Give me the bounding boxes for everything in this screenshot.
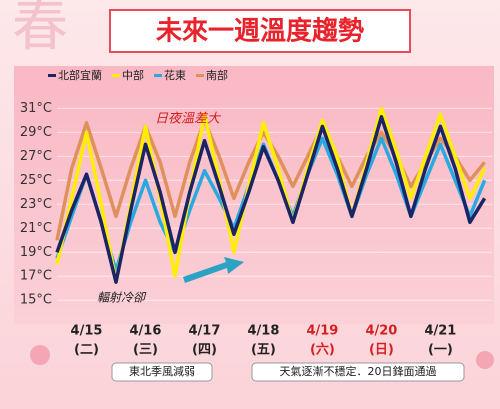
x-tick-label: 4/15 [71, 324, 103, 339]
x-tick-label: 4/20 [365, 324, 397, 339]
y-tick-label: 27°C [20, 149, 52, 164]
legend-label: 南部 [206, 68, 228, 82]
legend-label: 北部宜蘭 [58, 68, 102, 82]
series-line [55, 115, 487, 284]
x-tick-label: 4/18 [247, 324, 279, 339]
chart-title: 未來一週溫度趨勢 [156, 16, 364, 47]
legend-label: 花東 [164, 69, 186, 82]
note: 天氣逐漸不穩定．20日鋒面通過 [280, 364, 437, 378]
note: 東北季風減弱 [129, 364, 195, 378]
x-tick-label: 4/17 [189, 324, 221, 339]
x-tick-label: 4/19 [306, 324, 338, 339]
x-tick-sublabel: (六) [310, 342, 335, 358]
x-tick-sublabel: (三) [133, 343, 158, 358]
trend-arrow [183, 257, 244, 283]
y-tick-label: 23°C [20, 197, 52, 212]
annotation: 日夜溫差大 [155, 112, 222, 127]
x-tick-sublabel: (二) [74, 343, 99, 358]
x-tick-sublabel: (日) [369, 343, 394, 358]
legend-swatch [154, 74, 162, 77]
decoration [476, 351, 494, 369]
x-tick-sublabel: (五) [251, 343, 276, 358]
background-char: 春 [12, 0, 68, 59]
title-box [109, 9, 411, 53]
x-tick-label: 4/21 [424, 324, 456, 339]
plot-area [14, 66, 494, 324]
y-tick-label: 15°C [20, 293, 52, 308]
y-tick-label: 25°C [20, 173, 52, 188]
x-tick-sublabel: (一) [428, 343, 453, 358]
y-tick-label: 21°C [20, 221, 52, 236]
y-tick-label: 31°C [20, 101, 52, 116]
y-tick-label: 19°C [20, 245, 52, 260]
x-tick-label: 4/16 [130, 324, 162, 339]
legend-swatch [112, 74, 120, 77]
note-box [111, 362, 213, 382]
annotation: 輻射冷卻 [97, 291, 147, 305]
legend-label: 中部 [122, 68, 144, 82]
legend-swatch [196, 74, 204, 77]
legend-swatch [48, 74, 56, 77]
y-tick-label: 29°C [20, 125, 52, 140]
x-tick-sublabel: (四) [192, 343, 217, 358]
decoration [30, 345, 50, 365]
note-box [251, 362, 465, 382]
y-tick-label: 17°C [20, 269, 52, 284]
